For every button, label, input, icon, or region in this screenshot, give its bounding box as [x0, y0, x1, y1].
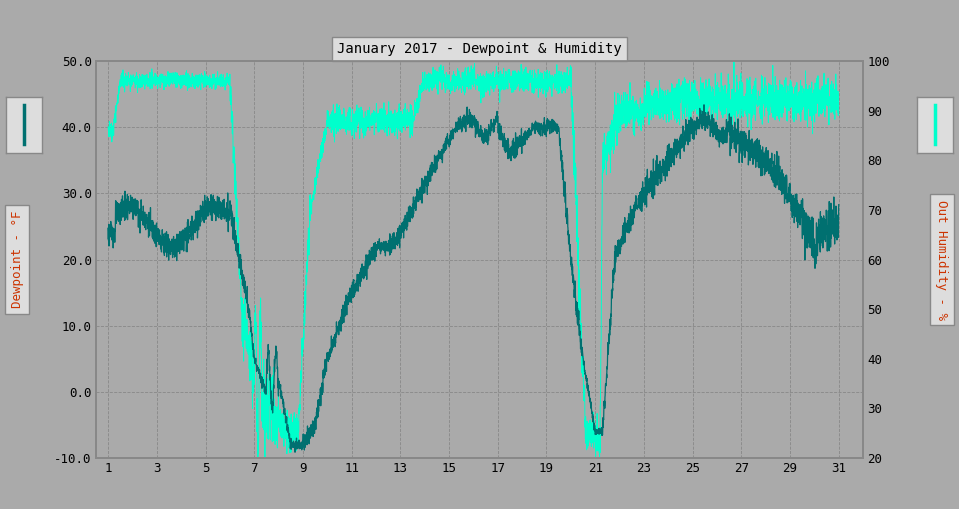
Text: Out Humidity - %: Out Humidity - %: [935, 200, 948, 320]
Text: Dewpoint - °F: Dewpoint - °F: [11, 211, 24, 308]
Title: January 2017 - Dewpoint & Humidity: January 2017 - Dewpoint & Humidity: [338, 42, 621, 56]
